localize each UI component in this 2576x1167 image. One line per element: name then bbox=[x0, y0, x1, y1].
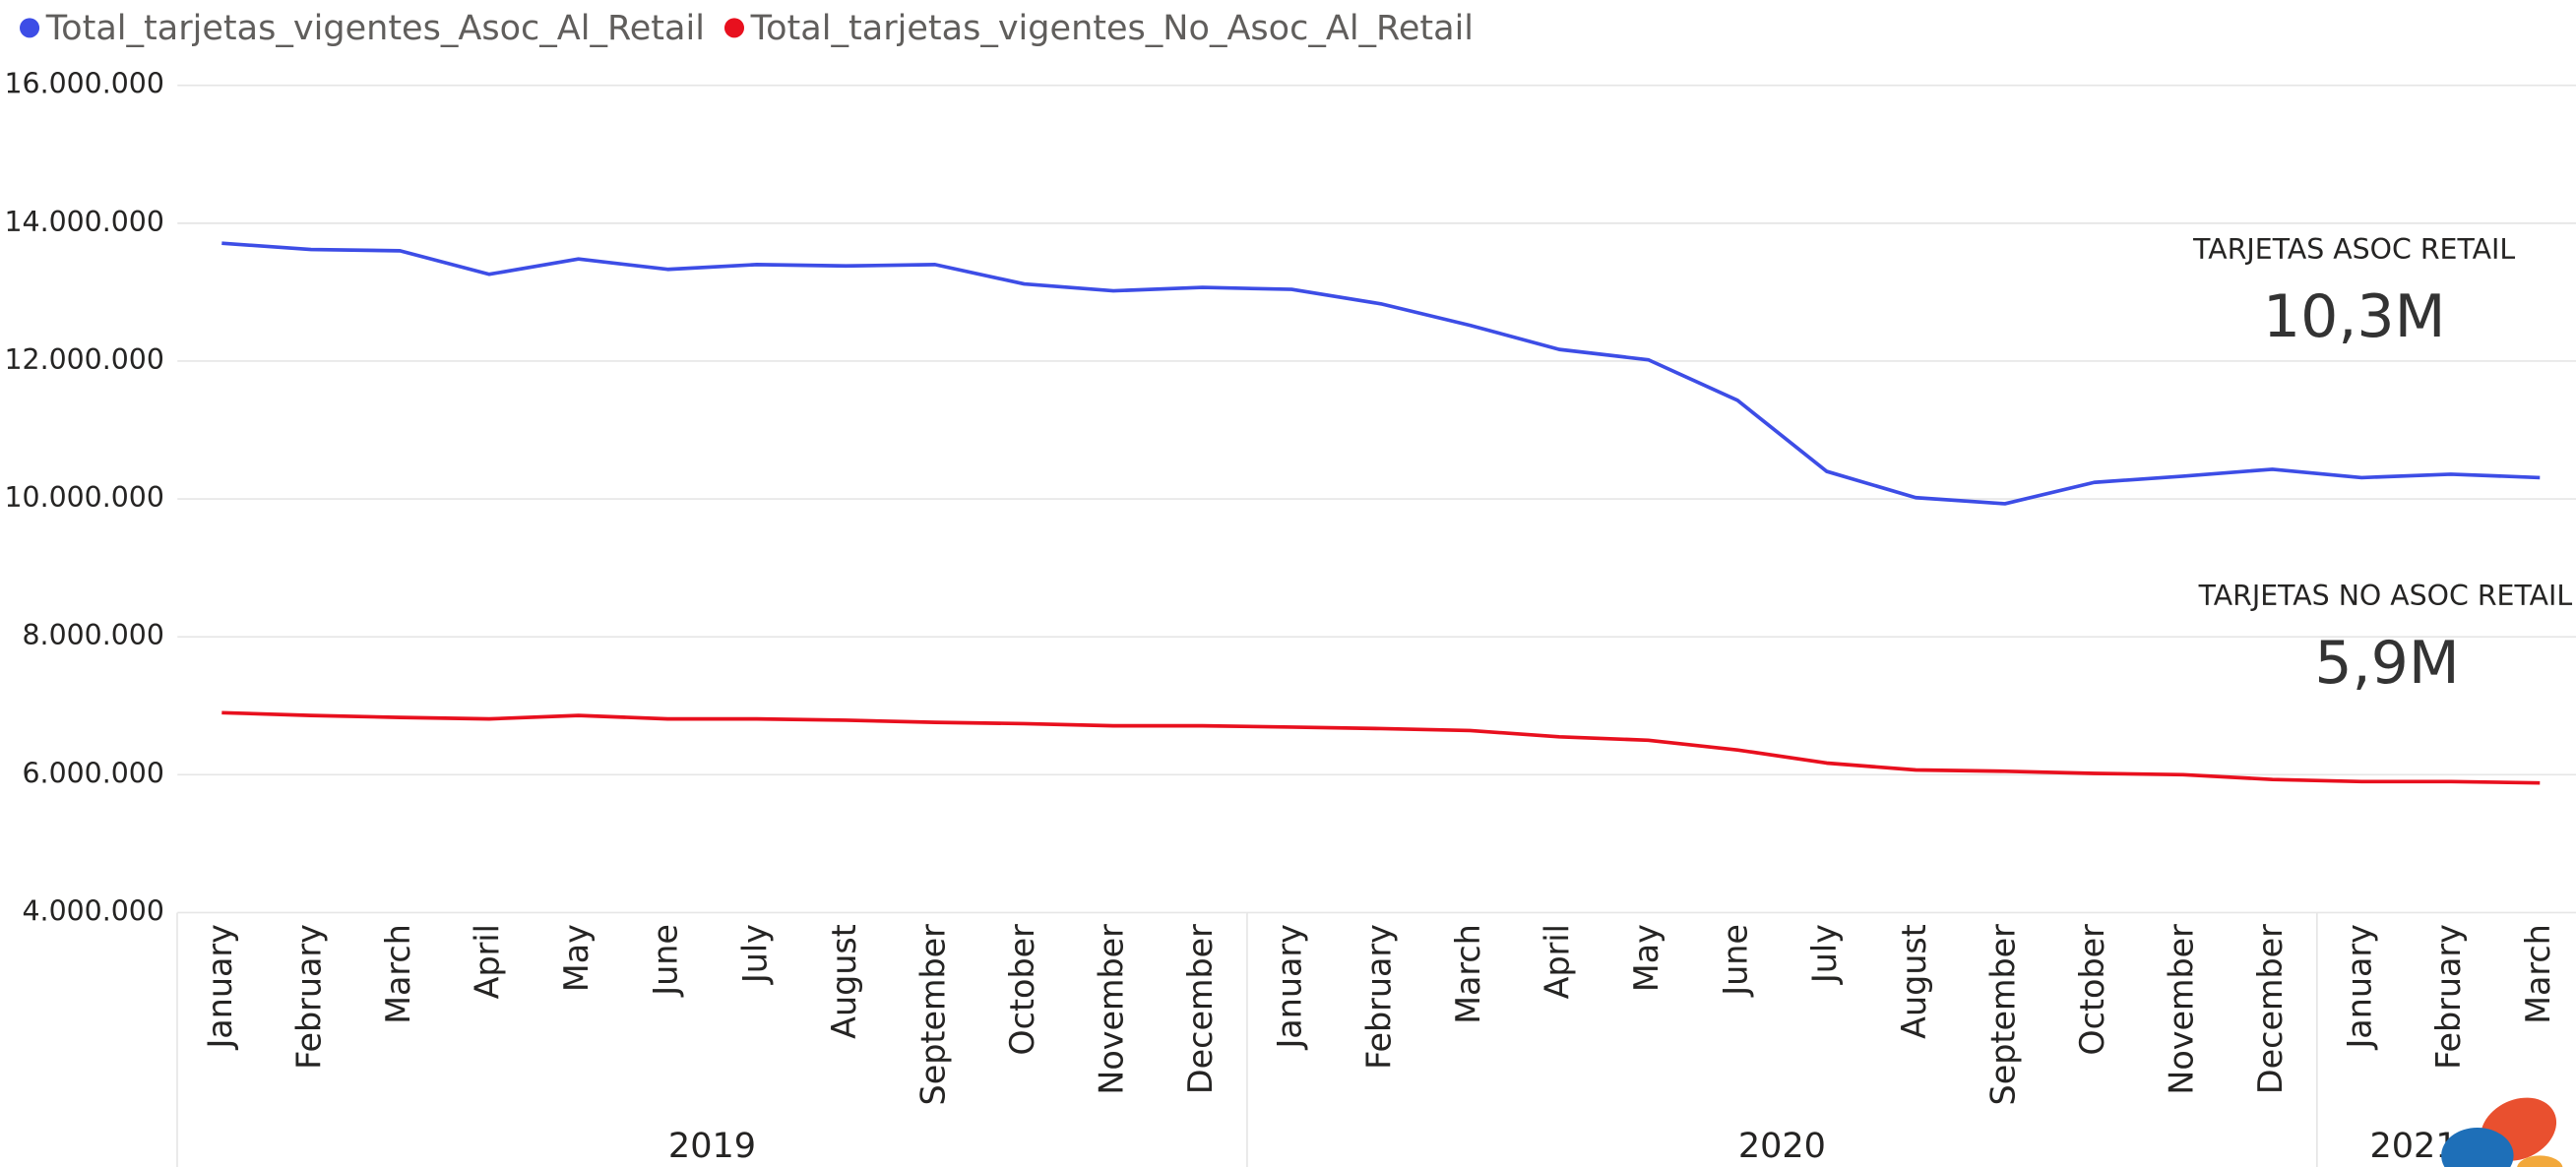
x-tick-label: September bbox=[1983, 924, 2022, 1106]
series-line bbox=[221, 241, 2541, 506]
x-tick-label: June bbox=[647, 924, 685, 998]
x-tick-label: December bbox=[2251, 924, 2290, 1094]
x-tick-label: October bbox=[1003, 924, 1041, 1056]
x-group-label: 2019 bbox=[668, 1126, 756, 1166]
card-value: 10,3M bbox=[2263, 282, 2446, 351]
x-tick-label: July bbox=[735, 924, 774, 985]
logo bbox=[2441, 1097, 2563, 1167]
x-tick-label: May bbox=[557, 924, 596, 992]
y-tick-label: 14.000.000 bbox=[4, 206, 163, 238]
legend-marker bbox=[20, 18, 40, 38]
y-tick-label: 6.000.000 bbox=[23, 757, 164, 789]
x-tick-label: February bbox=[1359, 924, 1398, 1070]
legend-marker bbox=[723, 18, 745, 38]
x-tick-label: May bbox=[1627, 924, 1665, 992]
x-tick-label: September bbox=[913, 924, 952, 1106]
x-tick-label: April bbox=[469, 924, 507, 999]
series-line bbox=[221, 710, 2541, 785]
x-tick-label: December bbox=[1181, 924, 1220, 1094]
x-tick-label: January bbox=[2341, 924, 2379, 1050]
legend-label: Total_tarjetas_vigentes_No_Asoc_Al_Retai… bbox=[750, 8, 1474, 48]
y-tick-label: 10.000.000 bbox=[4, 481, 163, 514]
card-title: TARJETAS ASOC RETAIL bbox=[2192, 233, 2515, 266]
y-tick-label: 8.000.000 bbox=[23, 619, 164, 651]
x-tick-label: April bbox=[1538, 924, 1576, 999]
legend-label: Total_tarjetas_vigentes_Asoc_Al_Retail bbox=[45, 8, 705, 48]
x-tick-label: January bbox=[1271, 924, 1309, 1050]
x-tick-label: March bbox=[1449, 924, 1487, 1024]
card-value: 5,9M bbox=[2314, 629, 2459, 698]
x-tick-label: February bbox=[2429, 924, 2468, 1070]
x-tick-label: August bbox=[1895, 924, 1933, 1039]
x-tick-label: March bbox=[379, 924, 417, 1024]
y-tick-label: 12.000.000 bbox=[4, 343, 163, 376]
x-tick-label: October bbox=[2073, 924, 2111, 1056]
x-tick-label: November bbox=[1093, 924, 1131, 1095]
x-tick-label: August bbox=[825, 924, 863, 1039]
x-tick-label: January bbox=[201, 924, 239, 1050]
card-title: TARJETAS NO ASOC RETAIL bbox=[2198, 580, 2573, 612]
x-tick-label: November bbox=[2163, 924, 2201, 1095]
y-tick-label: 4.000.000 bbox=[23, 894, 164, 927]
x-tick-label: July bbox=[1805, 924, 1844, 985]
x-tick-label: June bbox=[1717, 924, 1755, 998]
y-tick-label: 16.000.000 bbox=[4, 68, 163, 100]
x-group-label: 2020 bbox=[1738, 1126, 1826, 1166]
x-tick-label: February bbox=[289, 924, 328, 1070]
x-tick-label: March bbox=[2519, 924, 2557, 1024]
